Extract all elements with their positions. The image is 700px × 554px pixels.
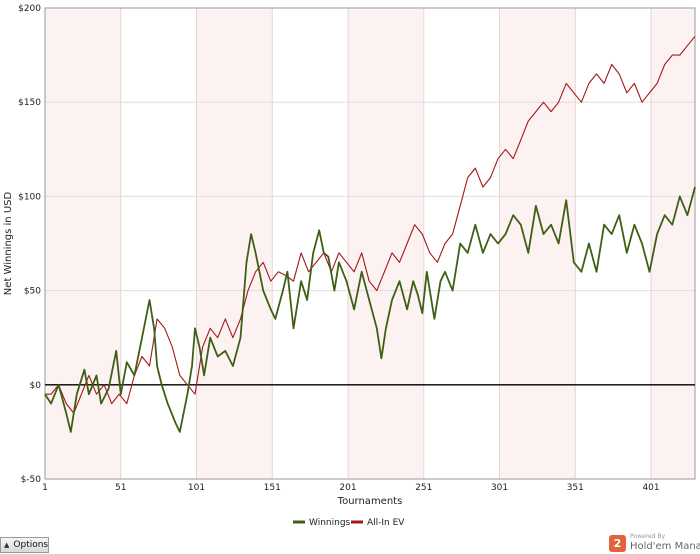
x-tick-label: 301 — [491, 483, 508, 493]
legend-label: Winnings — [309, 518, 351, 528]
alternate-bands — [45, 8, 695, 479]
x-tick-label: 201 — [339, 483, 356, 493]
x-tick-label: 351 — [567, 483, 584, 493]
x-axis-title: Tournaments — [337, 496, 403, 507]
band — [651, 8, 695, 479]
band — [196, 8, 273, 479]
legend: Winnings All-In EV — [293, 518, 405, 528]
y-tick-label: $-50 — [21, 475, 42, 485]
x-tick-label: 51 — [115, 483, 126, 493]
y-tick-label: $150 — [18, 98, 41, 108]
y-axis-title: Net Winnings in USD — [3, 192, 14, 296]
x-tick-label: 1 — [42, 483, 48, 493]
options-button[interactable]: ▲ Options — [0, 537, 49, 553]
plot-border — [44, 7, 696, 480]
options-label: Options — [13, 540, 49, 550]
y-tick-label: $0 — [30, 381, 42, 391]
x-tick-label: 151 — [264, 483, 281, 493]
y-tick-label: $50 — [24, 287, 41, 297]
x-tick-label: 401 — [642, 483, 659, 493]
band — [499, 8, 576, 479]
x-tick-label: 251 — [415, 483, 432, 493]
hem-logo-icon: 2 — [609, 535, 626, 552]
band — [45, 8, 121, 479]
x-tick-label: 101 — [188, 483, 205, 493]
chart-area: $-50$0$50$100$150$200 1 51 101 151 201 251 301… — [3, 4, 696, 528]
brand-badge: 2 Powered By Hold'em Manager — [609, 533, 700, 553]
band — [348, 8, 424, 479]
series-layer — [44, 35, 696, 433]
series-line-winnings — [44, 186, 696, 433]
y-axis-ticks: $-50 $0 $50 $100 $150 $200 — [18, 4, 41, 485]
y-tick-label: $100 — [18, 192, 41, 202]
series-line-all-in-ev — [45, 35, 696, 414]
y-tick-label: $200 — [18, 4, 41, 14]
brand-name: Hold'em Manager — [630, 541, 700, 552]
triangle-up-icon: ▲ — [4, 541, 10, 549]
legend-label: All-In EV — [367, 518, 405, 528]
powered-by-label: Powered By — [630, 533, 666, 540]
x-axis-ticks: 1 51 101 151 201 251 301 351 401 — [42, 483, 660, 493]
